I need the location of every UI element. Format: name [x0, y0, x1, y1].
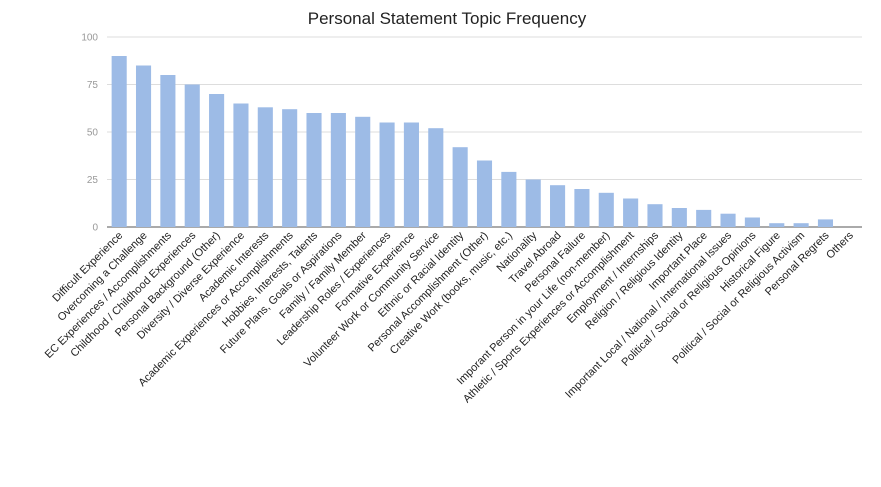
gridlines [107, 36, 862, 228]
bar [111, 56, 127, 227]
bar [184, 84, 200, 227]
y-tick-label: 0 [92, 223, 98, 234]
x-tick-label: Others [824, 229, 856, 261]
bar [330, 113, 346, 227]
bar [817, 219, 834, 227]
bar [525, 179, 541, 227]
bar [135, 65, 152, 227]
y-tick-label: 100 [81, 33, 98, 44]
bar [598, 192, 614, 227]
bar [379, 122, 395, 227]
bar [452, 147, 468, 227]
bar [501, 171, 517, 227]
bar [793, 223, 809, 227]
bars [111, 56, 834, 227]
bar [769, 223, 785, 227]
bar [403, 122, 419, 227]
bar [282, 109, 298, 227]
bar [160, 75, 176, 227]
bar [233, 103, 249, 227]
y-tick-label: 50 [87, 128, 99, 139]
bar [209, 94, 225, 227]
y-tick-label: 25 [87, 175, 99, 186]
bar [476, 160, 493, 227]
bar [696, 209, 712, 227]
bar [574, 189, 590, 227]
chart-title: Personal Statement Topic Frequency [308, 9, 587, 28]
bar [647, 204, 663, 227]
bar [720, 213, 736, 227]
bar [428, 128, 444, 227]
bar [257, 107, 273, 227]
y-axis-ticks: 0 25 50 75 100 [81, 33, 98, 234]
bar [744, 217, 760, 227]
bar [623, 198, 639, 227]
bar [355, 116, 371, 227]
bar [306, 113, 322, 227]
y-tick-label: 75 [87, 80, 99, 91]
bar [671, 208, 687, 227]
bar [550, 185, 566, 227]
